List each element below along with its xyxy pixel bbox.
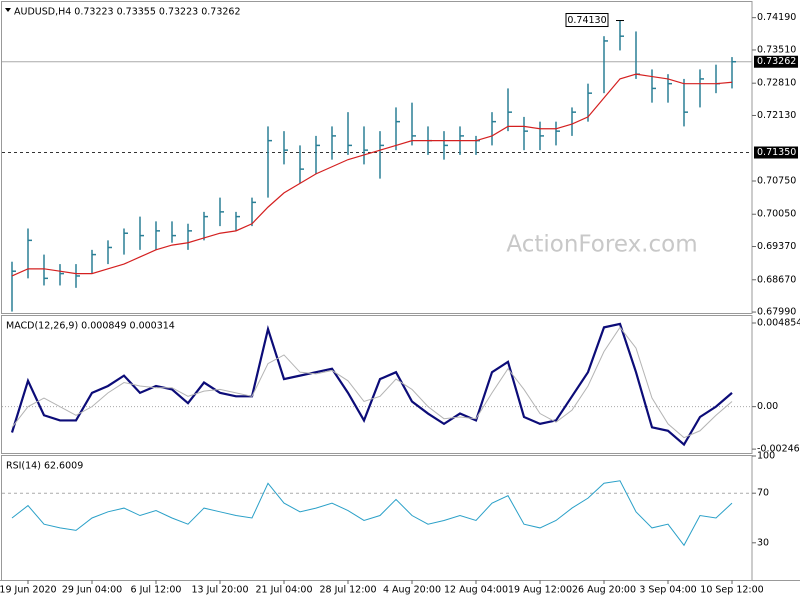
x-tick-label: 3 Sep 04:00	[639, 585, 696, 596]
y-tick-label: 0.74190	[757, 12, 796, 23]
price-label-box	[754, 146, 798, 159]
panel-title: RSI(14) 62.6009	[6, 461, 83, 472]
y-tick-label: 0.70750	[757, 176, 796, 187]
moving-average	[11, 73, 733, 277]
x-tick-label: 19 Jun 2020	[0, 585, 57, 596]
symbol-arrow	[5, 8, 11, 12]
price-label: 0.73262	[757, 56, 796, 67]
macd-panel	[1, 315, 753, 454]
x-tick-label: 21 Jul 04:00	[256, 585, 313, 596]
indicator-line	[11, 480, 733, 547]
x-tick-label: 12 Aug 04:00	[444, 585, 508, 596]
y-tick-label: 0.72130	[757, 110, 796, 121]
x-tick-label: 6 Jul 12:00	[131, 585, 182, 596]
x-tick-label: 10 Sep 12:00	[700, 585, 763, 596]
y-tick-label: 0.73510	[757, 44, 796, 55]
price-label-box	[754, 55, 798, 68]
y-tick-label: 0.72810	[757, 78, 796, 89]
y-tick-label: 0.67990	[757, 307, 796, 318]
x-tick-label: 4 Aug 20:00	[383, 585, 441, 596]
annotation-label: 0.74130	[567, 15, 606, 26]
x-tick-label: 29 Jun 04:00	[62, 585, 122, 596]
y-tick-label: -0.002465	[757, 444, 800, 455]
annotation-box	[565, 13, 609, 28]
price-panel	[1, 1, 753, 314]
y-tick-label: 0.69370	[757, 241, 796, 252]
y-tick-label: 30	[757, 537, 769, 548]
y-tick-label: 100	[757, 451, 775, 462]
x-tick-label: 19 Aug 12:00	[508, 585, 572, 596]
panel-title: AUDUSD,H4 0.73223 0.73355 0.73223 0.7326…	[14, 7, 241, 18]
y-tick-label: 0.004854	[757, 317, 800, 328]
panel-title: MACD(12,26,9) 0.000849 0.000314	[6, 321, 175, 332]
y-tick-label: 70	[757, 488, 769, 499]
price-label: 0.71350	[757, 147, 796, 158]
x-tick-label: 26 Aug 20:00	[572, 585, 636, 596]
watermark: ActionForex.com	[506, 232, 697, 258]
indicator-line	[11, 326, 733, 439]
y-tick-label: 0.00	[757, 401, 778, 412]
x-tick-label: 13 Jul 20:00	[192, 585, 249, 596]
x-tick-label: 28 Jul 12:00	[320, 585, 377, 596]
y-tick-label: 0.68670	[757, 274, 796, 285]
y-tick-label: 0.70050	[757, 209, 796, 220]
